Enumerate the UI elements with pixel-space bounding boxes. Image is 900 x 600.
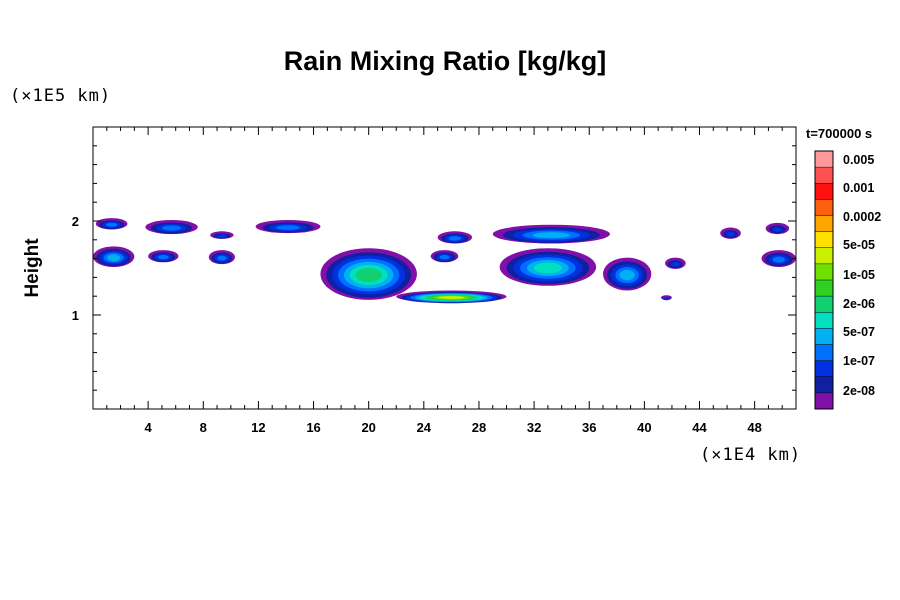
x-tick-label: 20 (361, 420, 375, 435)
colorbar-swatch (815, 199, 833, 216)
chart-title: Rain Mixing Ratio [kg/kg] (283, 46, 607, 76)
y-tick-label: 2 (72, 214, 79, 229)
rain-cell-10 (448, 236, 462, 241)
colorbar-label: 2e-08 (843, 384, 875, 398)
colorbar-label: 5e-07 (843, 325, 875, 339)
x-axis-unit: (×1E4 km) (700, 445, 802, 465)
rain-cell-6 (217, 255, 227, 261)
x-tick-label: 32 (527, 420, 541, 435)
rain-cell-12 (533, 262, 562, 274)
colorbar-swatch (815, 231, 833, 249)
rain-cell-0 (105, 222, 118, 227)
x-tick-label: 16 (306, 420, 320, 435)
rain-cell-5 (157, 254, 169, 260)
colorbar-swatch (815, 312, 833, 329)
colorbar-swatch (815, 167, 833, 184)
rain-cell-13 (619, 269, 635, 281)
colorbar-label: 1e-05 (843, 268, 875, 282)
rain-cell-14 (664, 297, 669, 300)
x-tick-label: 44 (692, 420, 707, 435)
colorbar-swatch (815, 344, 833, 362)
rain-cell-15 (670, 261, 680, 267)
colorbar-swatch (815, 247, 833, 265)
rain-cell-9 (439, 254, 450, 260)
colorbar-label: 5e-05 (843, 238, 875, 252)
colorbar-swatch (815, 280, 833, 297)
rain-cell-1 (162, 225, 182, 231)
x-tick-label: 8 (200, 420, 207, 435)
colorbar-swatch (815, 263, 833, 281)
colorbar-swatch (815, 183, 833, 200)
colorbar-label: 2e-06 (843, 297, 875, 311)
rain-cell-8 (438, 296, 465, 300)
timestamp-label: t=700000 s (806, 126, 873, 141)
x-tick-label: 28 (472, 420, 486, 435)
x-tick-label: 40 (637, 420, 651, 435)
colorbar-swatch (815, 151, 833, 168)
colorbar-swatch (815, 215, 833, 233)
rain-cell-11 (532, 232, 571, 239)
colorbar-swatch (815, 296, 833, 313)
x-tick-label: 36 (582, 420, 596, 435)
y-axis-unit: (×1E5 km) (10, 86, 112, 106)
x-tick-label: 24 (417, 420, 432, 435)
rain-cell-16 (726, 231, 736, 237)
rain-cell-17 (772, 256, 786, 263)
colorbar-label: 0.0002 (843, 210, 881, 224)
colorbar-swatch (815, 360, 833, 378)
rain-cell-3 (276, 225, 300, 230)
rain-field (93, 218, 796, 304)
rain-cell-2 (216, 234, 227, 238)
rain-cell-7 (355, 268, 382, 283)
x-tick-label: 48 (747, 420, 761, 435)
x-tick-label: 4 (145, 420, 153, 435)
colorbar-label: 0.001 (843, 181, 874, 195)
x-tick-label: 12 (251, 420, 265, 435)
y-tick-label: 1 (72, 308, 79, 323)
colorbar-swatch (815, 392, 833, 410)
rain-cell-18 (772, 227, 783, 232)
rain-cell-4 (107, 254, 121, 261)
colorbar-label: 1e-07 (843, 354, 875, 368)
plot-frame (92, 126, 797, 410)
colorbar-swatch (815, 376, 833, 394)
colorbar-label: 0.005 (843, 153, 874, 167)
colorbar-swatch (815, 328, 833, 345)
